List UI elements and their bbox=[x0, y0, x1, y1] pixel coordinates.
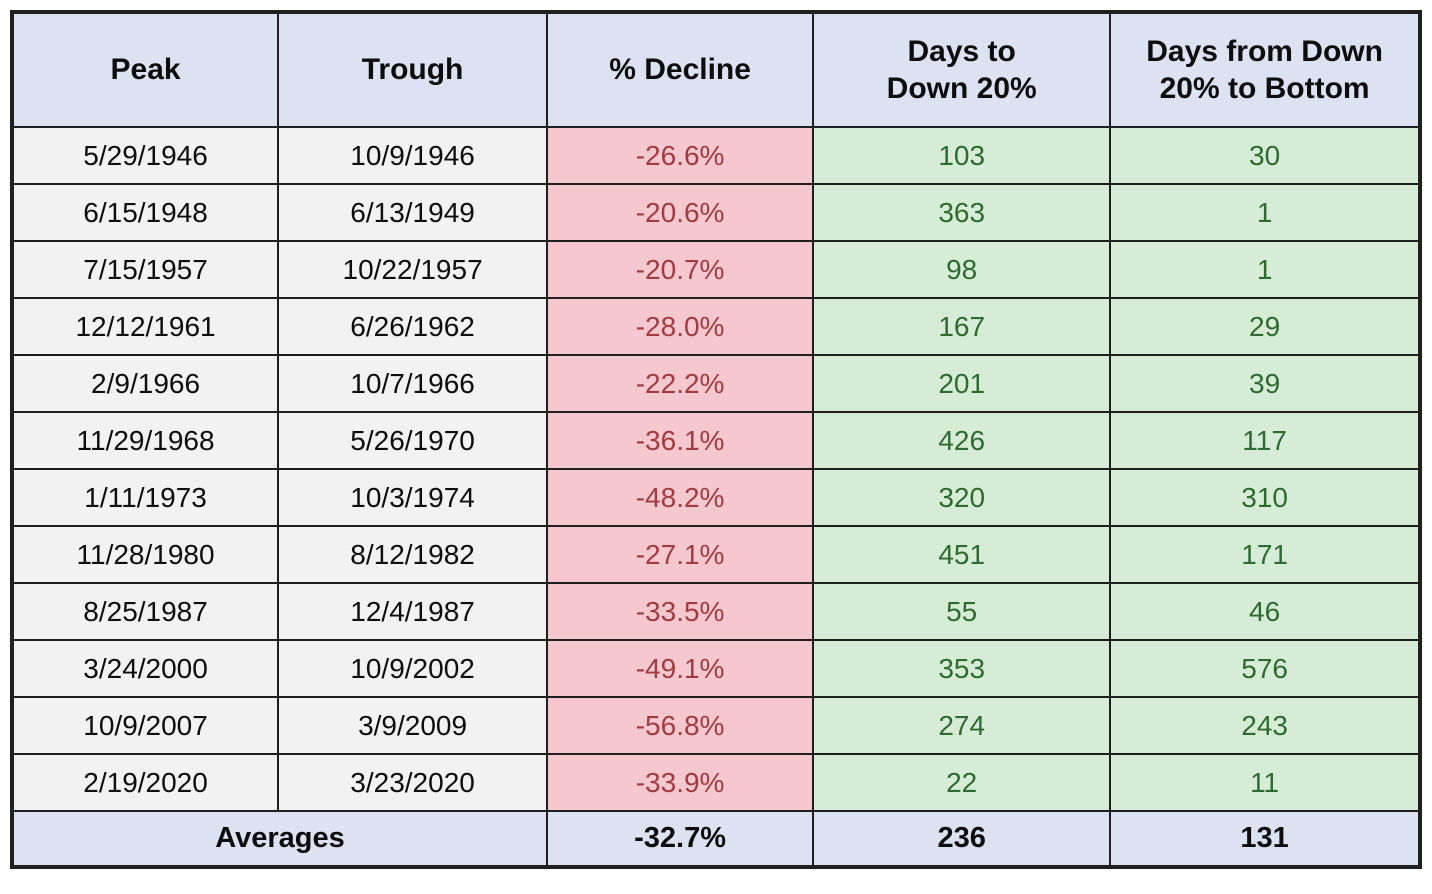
peak-date-cell: 5/29/1946 bbox=[10, 126, 280, 185]
days-to-down-20-cell: 98 bbox=[812, 240, 1112, 299]
days-to-down-20-cell: 451 bbox=[812, 525, 1112, 584]
days-from-down-20-cell: 243 bbox=[1109, 696, 1421, 755]
table-row: 2/19/2020 3/23/2020 -33.9% 22 11 bbox=[10, 753, 1421, 812]
percent-decline-cell: -20.7% bbox=[546, 240, 815, 299]
days-to-down-20-cell: 201 bbox=[812, 354, 1112, 413]
percent-decline-cell: -27.1% bbox=[546, 525, 815, 584]
days-from-down-20-cell: 29 bbox=[1109, 297, 1421, 356]
bear-market-history-table: Peak Trough % Decline Days to Down 20% D… bbox=[10, 10, 1422, 869]
column-header-percent-decline: % Decline bbox=[546, 11, 815, 128]
trough-date-cell: 5/26/1970 bbox=[277, 411, 549, 470]
trough-date-cell: 10/9/1946 bbox=[277, 126, 549, 185]
peak-date-cell: 11/29/1968 bbox=[10, 411, 280, 470]
days-to-down-20-cell: 274 bbox=[812, 696, 1112, 755]
peak-date-cell: 2/9/1966 bbox=[10, 354, 280, 413]
days-to-down-20-cell: 320 bbox=[812, 468, 1112, 527]
days-to-down-20-cell: 22 bbox=[812, 753, 1112, 812]
column-header-peak: Peak bbox=[10, 11, 280, 128]
days-from-down-20-cell: 1 bbox=[1109, 183, 1421, 242]
days-to-down-20-cell: 353 bbox=[812, 639, 1112, 698]
trough-date-cell: 10/22/1957 bbox=[277, 240, 549, 299]
peak-date-cell: 10/9/2007 bbox=[10, 696, 280, 755]
peak-date-cell: 8/25/1987 bbox=[10, 582, 280, 641]
days-to-down-20-cell: 363 bbox=[812, 183, 1112, 242]
trough-date-cell: 10/7/1966 bbox=[277, 354, 549, 413]
percent-decline-cell: -22.2% bbox=[546, 354, 815, 413]
table-row: 6/15/1948 6/13/1949 -20.6% 363 1 bbox=[10, 183, 1421, 242]
table-row: 1/11/1973 10/3/1974 -48.2% 320 310 bbox=[10, 468, 1421, 527]
days-from-down-20-cell: 46 bbox=[1109, 582, 1421, 641]
percent-decline-cell: -33.5% bbox=[546, 582, 815, 641]
peak-date-cell: 2/19/2020 bbox=[10, 753, 280, 812]
trough-date-cell: 10/9/2002 bbox=[277, 639, 549, 698]
days-from-down-20-cell: 39 bbox=[1109, 354, 1421, 413]
percent-decline-cell: -26.6% bbox=[546, 126, 815, 185]
trough-date-cell: 6/13/1949 bbox=[277, 183, 549, 242]
percent-decline-cell: -36.1% bbox=[546, 411, 815, 470]
table-row: 8/25/1987 12/4/1987 -33.5% 55 46 bbox=[10, 582, 1421, 641]
days-from-down-20-cell: 117 bbox=[1109, 411, 1421, 470]
percent-decline-cell: -49.1% bbox=[546, 639, 815, 698]
days-from-down-20-cell: 1 bbox=[1109, 240, 1421, 299]
column-header-days-to-down-20: Days to Down 20% bbox=[812, 11, 1112, 128]
days-from-down-20-cell: 30 bbox=[1109, 126, 1421, 185]
averages-label: Averages bbox=[10, 810, 549, 868]
percent-decline-cell: -48.2% bbox=[546, 468, 815, 527]
trough-date-cell: 6/26/1962 bbox=[277, 297, 549, 356]
table-row: 11/28/1980 8/12/1982 -27.1% 451 171 bbox=[10, 525, 1421, 584]
table-row: 10/9/2007 3/9/2009 -56.8% 274 243 bbox=[10, 696, 1421, 755]
trough-date-cell: 3/9/2009 bbox=[277, 696, 549, 755]
peak-date-cell: 6/15/1948 bbox=[10, 183, 280, 242]
averages-days-from-down-20-value: 131 bbox=[1109, 810, 1421, 868]
averages-row: Averages -32.7% 236 131 bbox=[10, 810, 1421, 868]
days-to-down-20-cell: 103 bbox=[812, 126, 1112, 185]
peak-date-cell: 3/24/2000 bbox=[10, 639, 280, 698]
peak-date-cell: 7/15/1957 bbox=[10, 240, 280, 299]
percent-decline-cell: -28.0% bbox=[546, 297, 815, 356]
days-from-down-20-cell: 310 bbox=[1109, 468, 1421, 527]
table-body: 5/29/1946 10/9/1946 -26.6% 103 30 6/15/1948 6/… bbox=[10, 126, 1421, 812]
peak-date-cell: 12/12/1961 bbox=[10, 297, 280, 356]
trough-date-cell: 12/4/1987 bbox=[277, 582, 549, 641]
table-row: 12/12/1961 6/26/1962 -28.0% 167 29 bbox=[10, 297, 1421, 356]
days-to-down-20-cell: 167 bbox=[812, 297, 1112, 356]
days-from-down-20-cell: 576 bbox=[1109, 639, 1421, 698]
days-from-down-20-cell: 171 bbox=[1109, 525, 1421, 584]
peak-date-cell: 11/28/1980 bbox=[10, 525, 280, 584]
table-row: 11/29/1968 5/26/1970 -36.1% 426 117 bbox=[10, 411, 1421, 470]
days-to-down-20-cell: 55 bbox=[812, 582, 1112, 641]
header-row: Peak Trough % Decline Days to Down 20% D… bbox=[10, 11, 1421, 128]
column-header-days-from-down-20-to-bottom: Days from Down 20% to Bottom bbox=[1109, 11, 1421, 128]
days-to-down-20-cell: 426 bbox=[812, 411, 1112, 470]
averages-days-to-down-20-value: 236 bbox=[812, 810, 1112, 868]
days-from-down-20-cell: 11 bbox=[1109, 753, 1421, 812]
percent-decline-cell: -33.9% bbox=[546, 753, 815, 812]
trough-date-cell: 3/23/2020 bbox=[277, 753, 549, 812]
table-row: 3/24/2000 10/9/2002 -49.1% 353 576 bbox=[10, 639, 1421, 698]
table-row: 7/15/1957 10/22/1957 -20.7% 98 1 bbox=[10, 240, 1421, 299]
percent-decline-cell: -56.8% bbox=[546, 696, 815, 755]
peak-date-cell: 1/11/1973 bbox=[10, 468, 280, 527]
table-row: 2/9/1966 10/7/1966 -22.2% 201 39 bbox=[10, 354, 1421, 413]
trough-date-cell: 10/3/1974 bbox=[277, 468, 549, 527]
table-row: 5/29/1946 10/9/1946 -26.6% 103 30 bbox=[10, 126, 1421, 185]
column-header-trough: Trough bbox=[277, 11, 549, 128]
percent-decline-cell: -20.6% bbox=[546, 183, 815, 242]
averages-decline-value: -32.7% bbox=[546, 810, 815, 868]
trough-date-cell: 8/12/1982 bbox=[277, 525, 549, 584]
